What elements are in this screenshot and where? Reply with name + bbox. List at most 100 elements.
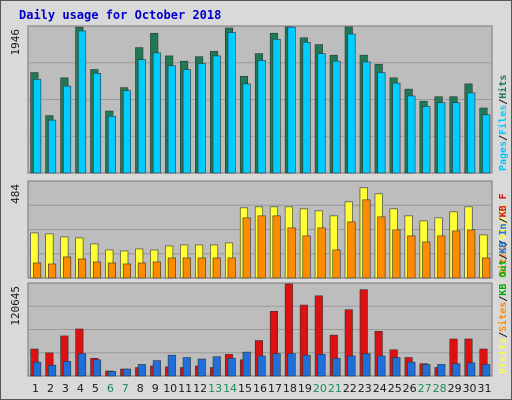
x-tick-label: 18 xyxy=(283,382,297,395)
middle-bar-sites xyxy=(272,215,281,279)
bottom-bar-kb-in xyxy=(77,353,87,377)
bottom-bar-kb-in xyxy=(392,357,401,377)
middle-bar-sites xyxy=(182,257,191,279)
middle-bar-sites xyxy=(347,221,356,279)
top-bar-files xyxy=(272,38,281,174)
x-tick-label: 24 xyxy=(373,382,387,395)
middle-bar-sites xyxy=(392,229,401,279)
x-tick-label: 4 xyxy=(77,382,84,395)
top-bar-files xyxy=(482,114,491,174)
top-bar-files xyxy=(332,60,341,174)
top-bar-files xyxy=(212,55,221,174)
middle-bar-sites xyxy=(332,249,341,279)
x-tick-label: 2 xyxy=(47,382,54,395)
top-bar-files xyxy=(362,61,371,174)
middle-bar-sites xyxy=(77,258,87,279)
middle-bar-sites xyxy=(452,230,461,279)
middle-bar-sites xyxy=(107,262,117,279)
bottom-bar-kb-in xyxy=(63,361,72,377)
middle-bar-sites xyxy=(482,257,491,279)
top-bar-files xyxy=(107,116,117,174)
top-bar-files xyxy=(197,63,206,174)
x-tick-label: 7 xyxy=(122,382,129,395)
top-bar-files xyxy=(137,59,146,174)
top-bar-files xyxy=(152,52,161,174)
x-tick-label: 14 xyxy=(223,382,237,395)
bottom-bar-kb-in xyxy=(482,364,491,377)
bottom-bar-kb-in xyxy=(302,354,311,377)
x-tick-label: 21 xyxy=(328,382,342,395)
bottom-bar-kb-in xyxy=(167,354,176,377)
top-bar-files xyxy=(257,60,266,174)
bottom-bar-kb-in xyxy=(347,355,356,377)
bottom-bar-kb-in xyxy=(362,353,371,377)
top-bar-files xyxy=(407,95,416,174)
middle-bar-sites xyxy=(437,235,446,279)
top-bar-files xyxy=(122,90,131,174)
top-bar-files xyxy=(422,106,431,174)
top-legend-item: Pages xyxy=(498,141,509,171)
bottom-legend-item: / xyxy=(498,217,509,223)
bottom-bar-kb-in xyxy=(48,364,57,377)
bottom-bar-kb-in xyxy=(197,358,206,377)
middle-bar-sites xyxy=(377,216,386,279)
top-bar-files xyxy=(317,53,326,174)
bottom-bar-kb-in xyxy=(107,371,117,377)
top-bar-files xyxy=(33,79,42,174)
x-tick-label: 3 xyxy=(62,382,69,395)
bottom-bar-kb-in xyxy=(212,356,221,377)
bottom-legend-item: / xyxy=(498,332,509,338)
bottom-bar-kb-in xyxy=(332,357,341,377)
middle-bar-sites xyxy=(317,227,326,279)
middle-legend-item: Sites xyxy=(497,246,509,276)
middle-bar-sites xyxy=(212,257,221,279)
top-legend-item: Files xyxy=(497,105,509,135)
bottom-bar-kb-in xyxy=(152,360,161,377)
bottom-legend-item: Visits xyxy=(497,338,509,374)
top-legend: Pages/Files/Hits xyxy=(497,75,509,171)
middle-bar-sites xyxy=(302,235,311,279)
middle-bar-sites xyxy=(287,227,296,279)
x-tick-label: 29 xyxy=(448,382,462,395)
bottom-bar-kb-in xyxy=(407,361,416,377)
top-bar-files xyxy=(182,69,191,174)
middle-bar-sites xyxy=(197,257,206,279)
top-bar-files xyxy=(167,65,176,174)
middle-bar-sites xyxy=(33,262,42,279)
bottom-bar-kb-in xyxy=(452,363,461,377)
x-tick-label: 11 xyxy=(178,382,192,395)
top-bar-files xyxy=(392,82,401,174)
x-tick-label: 6 xyxy=(107,382,114,395)
bottom-legend-item: / xyxy=(498,296,509,302)
middle-ymax-label: 484 xyxy=(9,184,22,204)
bottom-legend: Visits/Sites/KB Out/KB In/KB F xyxy=(497,193,509,374)
top-bar-files xyxy=(347,33,356,174)
top-bar-files xyxy=(77,30,87,174)
middle-legend-item: Visits xyxy=(497,204,509,240)
x-tick-label: 30 xyxy=(463,382,477,395)
x-tick-label: 28 xyxy=(433,382,447,395)
x-tick-label: 22 xyxy=(343,382,357,395)
bottom-legend-item: Sites xyxy=(497,302,509,332)
bottom-bar-kb-in xyxy=(467,362,476,377)
bottom-bar-kb-in xyxy=(377,355,386,377)
bottom-legend-item: KB F xyxy=(498,193,509,217)
top-bar-files xyxy=(302,42,311,174)
bottom-legend-item: KB Out xyxy=(498,260,509,296)
x-tick-label: 12 xyxy=(193,382,207,395)
middle-bar-sites xyxy=(92,261,102,279)
top-bar-files xyxy=(48,119,57,174)
top-bar-files xyxy=(467,92,476,174)
bottom-bar-kb-in xyxy=(122,368,131,377)
middle-bar-sites xyxy=(63,256,72,279)
middle-bar-sites xyxy=(242,217,251,279)
bottom-ymax-label: 120645 xyxy=(9,286,22,326)
x-tick-label: 20 xyxy=(313,382,327,395)
x-tick-label: 5 xyxy=(92,382,99,395)
top-bar-files xyxy=(92,72,102,174)
middle-bar-sites xyxy=(152,261,161,279)
x-tick-label: 25 xyxy=(388,382,402,395)
middle-bar-sites xyxy=(257,215,266,279)
